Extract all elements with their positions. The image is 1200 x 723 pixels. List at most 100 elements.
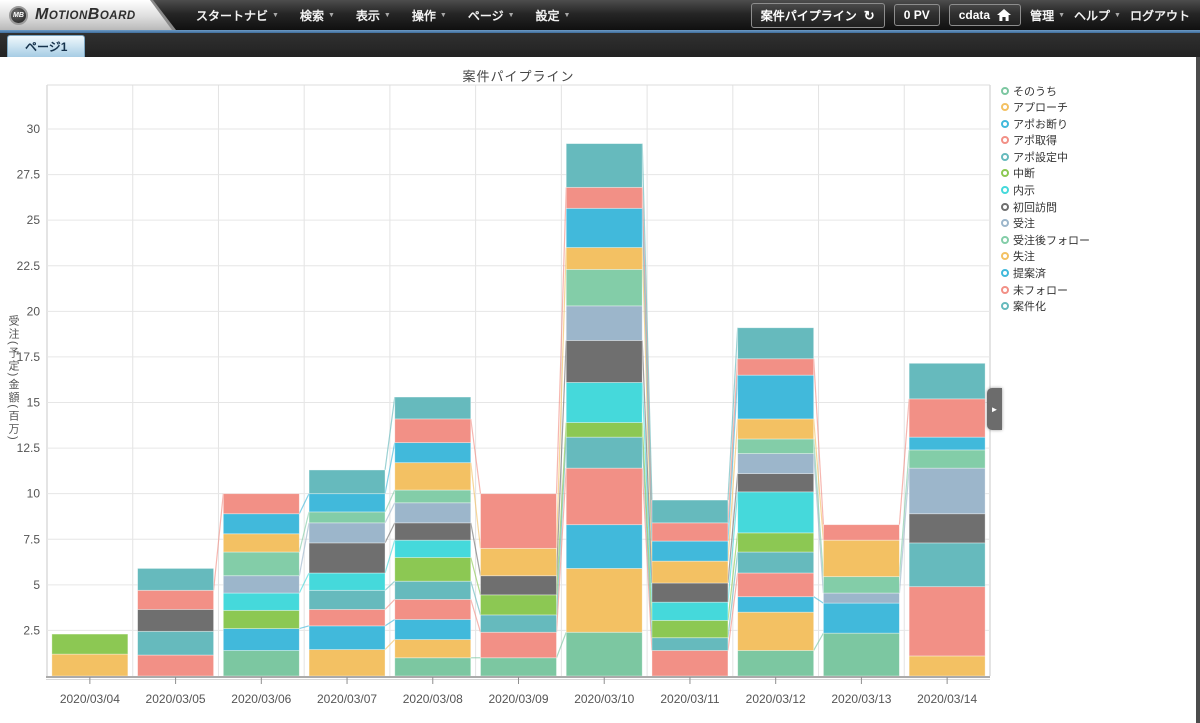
legend-item[interactable]: 内示 xyxy=(1001,184,1090,197)
tab-page1[interactable]: ページ1 xyxy=(7,35,86,57)
bar-segment[interactable] xyxy=(565,422,643,438)
bar-segment[interactable] xyxy=(137,630,214,656)
bar-segment[interactable] xyxy=(651,637,729,651)
legend-item[interactable]: 受注後フォロー xyxy=(1001,233,1090,247)
admin-menu[interactable]: 管理 ▼ xyxy=(1030,7,1065,24)
bar-segment[interactable] xyxy=(565,524,643,569)
menu-search[interactable]: 検索 ▼ xyxy=(300,7,335,24)
bar-segment[interactable] xyxy=(651,601,729,621)
bar-segment[interactable] xyxy=(565,186,643,209)
bar-segment[interactable] xyxy=(651,560,729,584)
bar-segment[interactable] xyxy=(394,418,472,444)
bar-segment[interactable] xyxy=(222,493,300,515)
bar-segment[interactable] xyxy=(908,449,986,469)
bar-segment[interactable] xyxy=(394,502,472,524)
legend-item[interactable]: 提案済 xyxy=(1001,267,1090,280)
menu-view[interactable]: 表示 ▼ xyxy=(356,7,391,24)
bar-segment[interactable] xyxy=(908,586,986,657)
bar-segment[interactable] xyxy=(737,596,815,613)
bar-segment[interactable] xyxy=(51,653,129,677)
bar-segment[interactable] xyxy=(737,532,815,553)
bar-segment[interactable] xyxy=(222,628,300,651)
bar-segment[interactable] xyxy=(222,592,300,611)
legend-item[interactable]: アプローチ xyxy=(1001,101,1090,114)
bar-segment[interactable] xyxy=(222,513,300,535)
menu-page[interactable]: ページ ▼ xyxy=(468,7,515,24)
bar-segment[interactable] xyxy=(480,493,557,549)
bar-segment[interactable] xyxy=(737,374,815,420)
bar-segment[interactable] xyxy=(908,362,986,400)
bar-segment[interactable] xyxy=(480,547,557,577)
bar-segment[interactable] xyxy=(908,398,986,438)
logout-button[interactable]: ログアウト xyxy=(1130,7,1190,24)
menu-start-navi[interactable]: スタートナビ ▼ xyxy=(196,7,279,24)
menu-settings[interactable]: 設定 ▼ xyxy=(536,7,571,24)
bar-segment[interactable] xyxy=(394,396,472,420)
bar-segment[interactable] xyxy=(308,625,386,650)
bar-segment[interactable] xyxy=(394,522,472,541)
board-name-button[interactable]: 案件パイプライン ↻ xyxy=(750,2,885,28)
bar-segment[interactable] xyxy=(137,568,214,591)
bar-segment[interactable] xyxy=(480,575,557,596)
bar-segment[interactable] xyxy=(737,438,815,454)
bar-segment[interactable] xyxy=(222,609,300,629)
bar-segment[interactable] xyxy=(308,609,386,627)
bar-segment[interactable] xyxy=(908,513,986,544)
bar-segment[interactable] xyxy=(565,143,643,188)
bar-segment[interactable] xyxy=(480,631,557,659)
bar-segment[interactable] xyxy=(565,568,643,633)
bar-segment[interactable] xyxy=(565,269,643,307)
bar-segment[interactable] xyxy=(394,657,472,677)
help-menu[interactable]: ヘルプ ▼ xyxy=(1074,7,1121,24)
bar-segment[interactable] xyxy=(394,557,472,582)
panel-collapse-handle[interactable]: ► xyxy=(987,388,1002,430)
bar-segment[interactable] xyxy=(394,639,472,659)
bar-segment[interactable] xyxy=(394,619,472,640)
bar-segment[interactable] xyxy=(308,469,386,495)
bar-segment[interactable] xyxy=(137,609,214,632)
legend-item[interactable]: 案件化 xyxy=(1001,300,1090,313)
user-home-button[interactable]: cdata xyxy=(948,4,1022,26)
bar-segment[interactable] xyxy=(394,442,472,464)
bar-segment[interactable] xyxy=(823,602,900,634)
bar-segment[interactable] xyxy=(222,533,300,553)
bar-segment[interactable] xyxy=(565,436,643,469)
bar-segment[interactable] xyxy=(737,418,815,440)
bar-segment[interactable] xyxy=(308,511,386,524)
bar-segment[interactable] xyxy=(222,575,300,594)
bar-segment[interactable] xyxy=(823,592,900,604)
bar-segment[interactable] xyxy=(480,657,557,677)
bar-segment[interactable] xyxy=(308,649,386,677)
bar-segment[interactable] xyxy=(908,467,986,515)
bar-segment[interactable] xyxy=(651,499,729,524)
bar-segment[interactable] xyxy=(308,522,386,544)
bar-segment[interactable] xyxy=(823,632,900,677)
bar-segment[interactable] xyxy=(565,207,643,248)
bar-segment[interactable] xyxy=(565,247,643,270)
bar-segment[interactable] xyxy=(394,580,472,600)
refresh-icon[interactable]: ↻ xyxy=(863,7,875,23)
bar-segment[interactable] xyxy=(222,650,300,677)
legend-item[interactable]: アポお断り xyxy=(1001,117,1090,131)
bar-segment[interactable] xyxy=(565,382,643,423)
bar-segment[interactable] xyxy=(908,436,986,451)
bar-segment[interactable] xyxy=(308,572,386,591)
bar-segment[interactable] xyxy=(308,542,386,574)
bar-segment[interactable] xyxy=(308,589,386,610)
bar-segment[interactable] xyxy=(823,576,900,594)
bar-segment[interactable] xyxy=(137,654,214,677)
bar-segment[interactable] xyxy=(394,462,472,491)
bar-segment[interactable] xyxy=(737,453,815,475)
bar-segment[interactable] xyxy=(651,582,729,603)
bar-segment[interactable] xyxy=(137,589,214,610)
bar-segment[interactable] xyxy=(222,551,300,577)
bar-segment[interactable] xyxy=(737,473,815,493)
bar-segment[interactable] xyxy=(565,467,643,526)
legend-item[interactable]: アポ取得 xyxy=(1001,134,1090,147)
legend-item[interactable]: アポ設定中 xyxy=(1001,150,1090,164)
bar-segment[interactable] xyxy=(565,305,643,341)
bar-segment[interactable] xyxy=(823,539,900,578)
bar-segment[interactable] xyxy=(308,493,386,513)
bar-segment[interactable] xyxy=(565,340,643,383)
bar-segment[interactable] xyxy=(908,542,986,588)
